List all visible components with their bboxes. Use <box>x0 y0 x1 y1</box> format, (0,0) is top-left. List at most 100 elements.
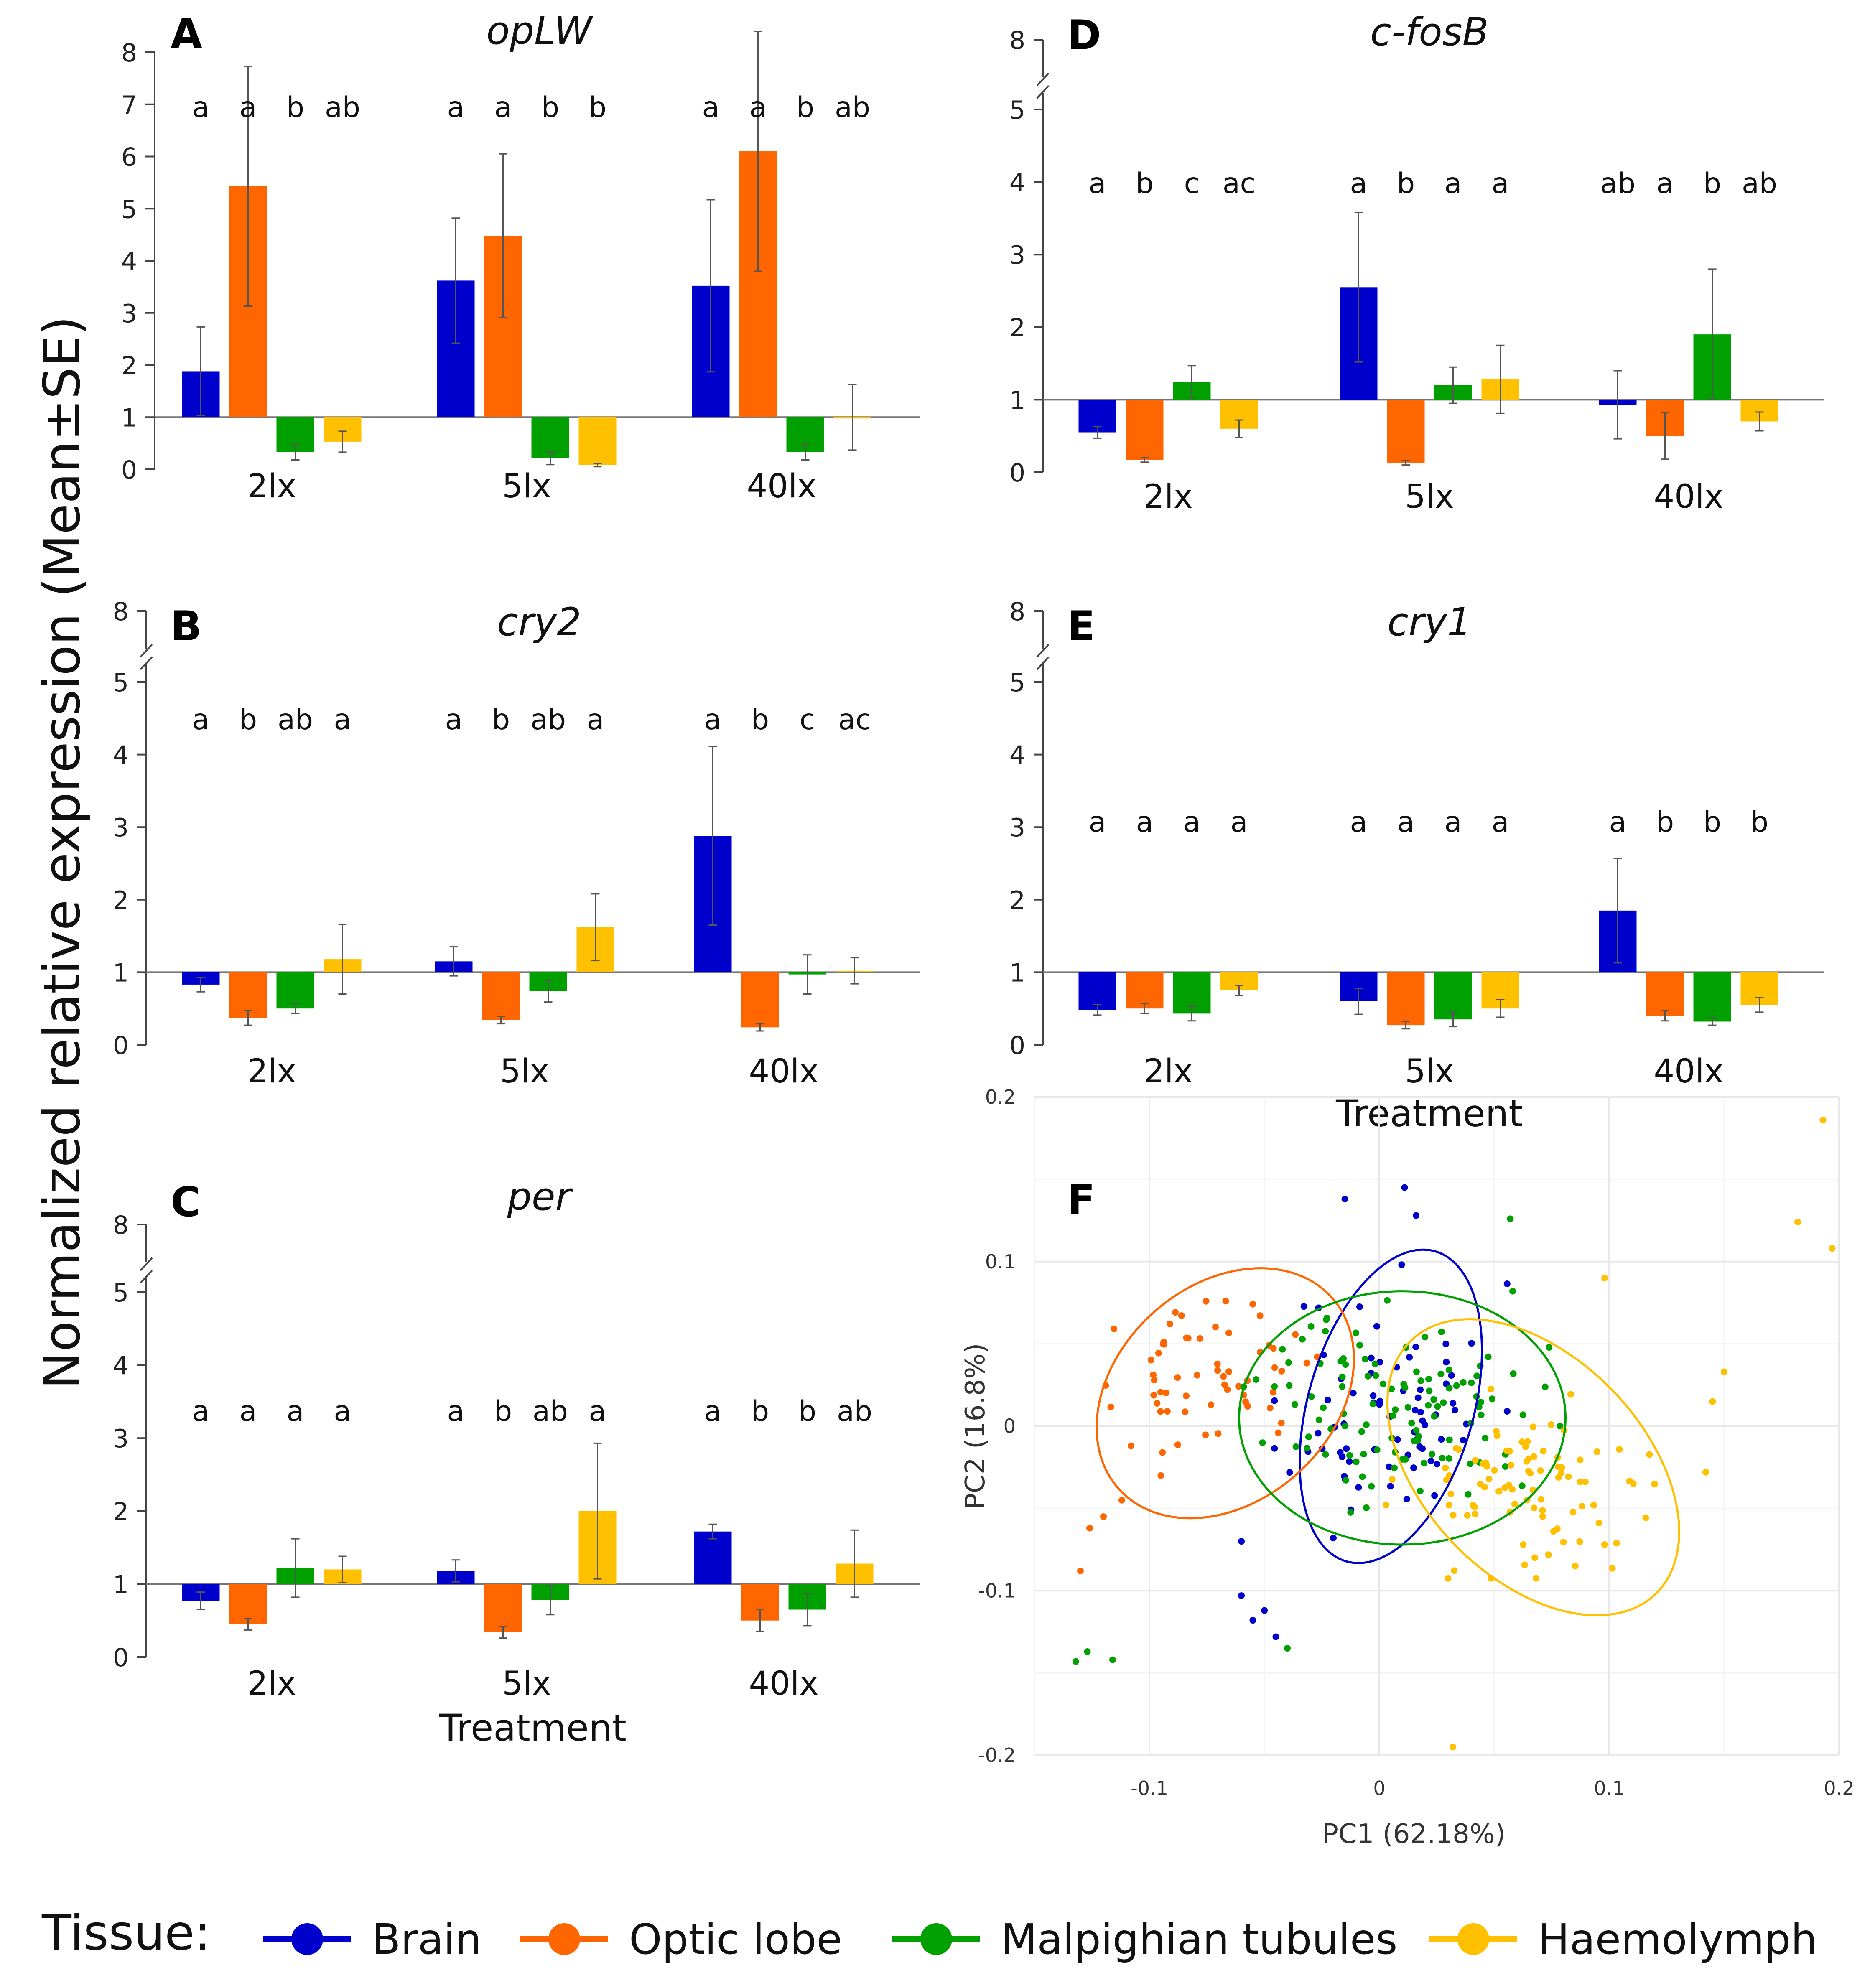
significance-letter-a: a <box>494 91 512 124</box>
category-label-a-2lx: 2lx <box>247 468 296 505</box>
pca-point-malpighian-tubules <box>1339 1373 1346 1380</box>
axis-break-mark-b <box>140 644 153 658</box>
significance-letter-e: a <box>1492 806 1509 839</box>
pca-point-haemolymph <box>1709 1398 1716 1405</box>
pca-point-brain <box>1238 1592 1245 1599</box>
significance-letter-e: a <box>1609 806 1627 839</box>
pca-point-optic-lobe <box>1224 1386 1231 1393</box>
pca-point-brain <box>1394 1436 1401 1443</box>
bar-e-malpighian-tubules-40lx <box>1693 972 1731 1022</box>
category-label-d-2lx: 2lx <box>1144 478 1192 516</box>
legend-title: Tissue: <box>41 1905 211 1961</box>
y-tick-label-a: 8 <box>121 38 137 68</box>
bar-e-optic-lobe-2lx <box>1126 972 1164 1009</box>
pca-point-brain <box>1261 1607 1268 1614</box>
pca-point-malpighian-tubules <box>1422 1334 1429 1341</box>
pca-point-haemolymph <box>1721 1368 1727 1375</box>
legend-label-haemolymph: Haemolymph <box>1538 1915 1817 1964</box>
pca-point-haemolymph <box>1582 1478 1589 1485</box>
pca-point-optic-lobe <box>1225 1368 1232 1375</box>
pca-point-brain <box>1341 1196 1348 1203</box>
pca-point-optic-lobe <box>1164 1408 1171 1415</box>
pca-point-haemolymph <box>1442 1464 1449 1471</box>
pca-point-malpighian-tubules <box>1426 1387 1433 1395</box>
pca-point-haemolymph <box>1642 1514 1649 1521</box>
y-tick-label-b-break: 8 <box>113 597 129 626</box>
pca-point-malpighian-tubules <box>1292 1401 1299 1408</box>
pca-point-brain <box>1324 1397 1331 1404</box>
pca-point-haemolymph <box>1590 1502 1597 1509</box>
significance-letter-b: ab <box>530 703 566 736</box>
pca-point-haemolymph <box>1503 1447 1510 1454</box>
pca-ellipse-optic-lobe <box>1096 1267 1355 1520</box>
y-tick-label-c: 3 <box>113 1424 129 1453</box>
pca-point-brain <box>1403 1496 1410 1503</box>
y-tick-label-a: 4 <box>121 247 137 276</box>
pca-point-malpighian-tubules <box>1519 1411 1526 1418</box>
y-tick-label-e: 1 <box>1009 958 1025 988</box>
pca-point-haemolymph <box>1565 1473 1572 1480</box>
pca-point-optic-lobe <box>1151 1377 1158 1384</box>
significance-letter-b: b <box>239 703 257 736</box>
category-label-a-40lx: 40lx <box>746 468 816 505</box>
pca-point-malpighian-tubules <box>1368 1483 1375 1490</box>
pca-point-malpighian-tubules <box>1414 1437 1421 1444</box>
category-label-c-2lx: 2lx <box>247 1665 296 1703</box>
pca-point-brain <box>1414 1394 1422 1401</box>
panel-letter-d: D <box>1067 12 1101 59</box>
panel-f-pca: -0.1 0 0.1 0.2 -0.2 -0.1 0 0.1 0.2 PC1 (62.18%) PC… <box>960 1086 1855 1850</box>
bar-a-haemolymph-5lx <box>578 417 617 466</box>
pca-point-malpighian-tubules <box>1303 1445 1310 1452</box>
pca-point-malpighian-tubules <box>1337 1358 1344 1365</box>
pca-point-haemolymph <box>1472 1511 1479 1518</box>
pca-x-axis-label: PC1 (62.18%) <box>1322 1819 1505 1850</box>
pca-point-optic-lobe <box>1202 1431 1209 1438</box>
pca-point-haemolymph <box>1538 1496 1545 1503</box>
pca-point-malpighian-tubules <box>1541 1383 1549 1390</box>
pca-point-optic-lobe <box>1182 1408 1189 1415</box>
pca-ellipse-haemolymph <box>1386 1318 1680 1616</box>
y-tick-label-d: 4 <box>1009 168 1025 198</box>
pca-point-optic-lobe <box>1242 1398 1249 1405</box>
legend-marker-malpighian-tubules <box>920 1923 952 1955</box>
pca-point-malpighian-tubules <box>1465 1491 1472 1498</box>
pca-point-optic-lobe <box>1220 1373 1227 1380</box>
pca-point-malpighian-tubules <box>1384 1297 1391 1304</box>
pca-point-malpighian-tubules <box>1353 1458 1360 1465</box>
category-label-c-5lx: 5lx <box>502 1665 551 1703</box>
pca-point-optic-lobe <box>1100 1513 1107 1520</box>
pca-point-optic-lobe <box>1266 1405 1274 1412</box>
pca-point-optic-lobe <box>1174 1374 1181 1381</box>
significance-letter-b: a <box>704 703 722 736</box>
pca-point-brain <box>1346 1458 1353 1465</box>
y-tick-label-e: 0 <box>1009 1031 1025 1060</box>
bar-d-optic-lobe-2lx <box>1126 400 1164 460</box>
pca-point-malpighian-tubules <box>1446 1385 1453 1392</box>
pca-point-optic-lobe <box>1174 1441 1181 1448</box>
y-tick-label-b: 5 <box>113 668 129 697</box>
pca-point-malpighian-tubules <box>1279 1346 1286 1353</box>
gene-title-a: opLW <box>486 8 593 53</box>
pca-point-malpighian-tubules <box>1389 1412 1396 1419</box>
pca-point-malpighian-tubules <box>1292 1443 1299 1450</box>
pca-point-malpighian-tubules <box>1286 1382 1293 1389</box>
significance-letter-d: b <box>1703 167 1721 200</box>
pca-point-haemolymph <box>1530 1453 1537 1460</box>
y-tick-label-d: 5 <box>1009 96 1025 125</box>
pca-point-brain <box>1373 1323 1380 1330</box>
pca-point-haemolymph <box>1520 1541 1527 1548</box>
pca-point-brain <box>1330 1535 1337 1542</box>
pca-point-optic-lobe <box>1166 1320 1173 1327</box>
pca-point-optic-lobe <box>1159 1449 1166 1456</box>
pca-point-malpighian-tubules <box>1404 1404 1411 1411</box>
y-axis-title: Normalized relative expression (Mean±SE) <box>33 316 92 1389</box>
pca-point-haemolymph <box>1548 1421 1555 1428</box>
pca-point-haemolymph <box>1545 1551 1552 1558</box>
legend-label-malpighian-tubules: Malpighian tubules <box>1001 1915 1398 1964</box>
pca-point-malpighian-tubules <box>1438 1328 1445 1335</box>
pca-point-malpighian-tubules <box>1109 1656 1116 1663</box>
pca-point-brain <box>1271 1397 1278 1404</box>
